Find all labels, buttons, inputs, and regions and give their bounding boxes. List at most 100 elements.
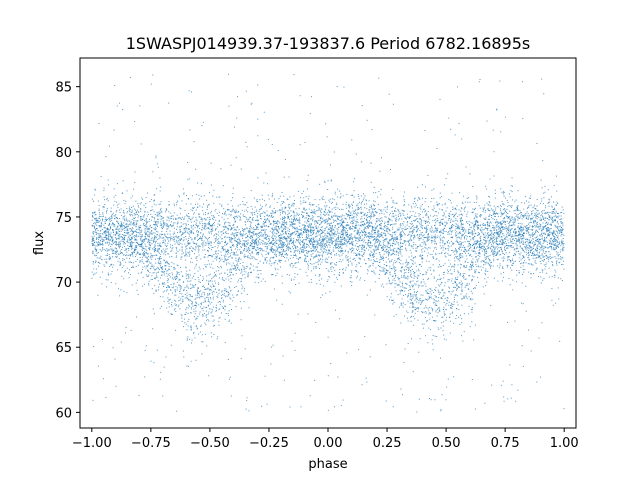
scatter-point <box>147 192 149 194</box>
scatter-point <box>414 318 416 320</box>
scatter-point <box>354 236 355 238</box>
scatter-point <box>238 257 240 259</box>
scatter-point <box>429 318 431 320</box>
scatter-point <box>465 278 467 280</box>
scatter-point <box>501 227 503 229</box>
scatter-point <box>178 217 180 219</box>
scatter-point <box>169 233 171 235</box>
scatter-point <box>192 225 194 227</box>
scatter-point <box>317 247 319 249</box>
scatter-point <box>282 252 284 254</box>
scatter-point <box>420 255 422 257</box>
scatter-point <box>298 235 300 237</box>
scatter-point <box>542 248 544 250</box>
scatter-point <box>494 248 496 250</box>
scatter-point <box>279 241 281 243</box>
scatter-point <box>511 217 513 219</box>
scatter-point <box>423 220 425 222</box>
scatter-point <box>265 219 267 221</box>
scatter-point <box>274 253 276 255</box>
scatter-point <box>502 243 504 245</box>
scatter-point <box>180 302 182 304</box>
scatter-point <box>350 237 352 239</box>
scatter-point <box>499 230 501 232</box>
scatter-point <box>139 246 141 248</box>
scatter-point <box>98 242 100 244</box>
scatter-point <box>530 254 532 256</box>
scatter-point <box>447 269 449 271</box>
scatter-point <box>367 222 369 224</box>
scatter-point <box>158 245 160 247</box>
scatter-point <box>428 327 430 329</box>
scatter-point <box>333 232 335 234</box>
scatter-point <box>209 243 211 245</box>
scatter-point <box>102 239 104 241</box>
scatter-point <box>273 249 275 251</box>
scatter-point <box>299 235 301 237</box>
scatter-point <box>359 254 361 256</box>
scatter-point <box>124 261 126 263</box>
scatter-point <box>215 240 217 242</box>
scatter-point <box>380 255 382 257</box>
scatter-point <box>334 242 336 244</box>
scatter-point <box>491 241 493 243</box>
scatter-point <box>431 339 433 341</box>
scatter-point <box>287 248 289 250</box>
scatter-point <box>392 237 394 239</box>
scatter-point <box>343 230 345 232</box>
scatter-point <box>298 232 300 234</box>
scatter-point <box>531 249 533 251</box>
scatter-point <box>534 233 536 235</box>
scatter-point <box>242 235 244 237</box>
scatter-point <box>160 201 162 203</box>
scatter-point <box>99 257 101 259</box>
scatter-point <box>548 267 550 269</box>
scatter-point <box>511 177 513 179</box>
scatter-point <box>419 214 421 216</box>
scatter-point <box>333 228 335 230</box>
scatter-point <box>333 267 335 269</box>
scatter-point <box>247 242 249 244</box>
scatter-point <box>359 258 361 260</box>
scatter-point <box>193 286 195 288</box>
scatter-point <box>298 282 300 284</box>
scatter-point <box>225 214 227 216</box>
scatter-point <box>222 213 224 215</box>
scatter-point <box>379 233 381 235</box>
scatter-point <box>538 252 540 254</box>
scatter-point <box>131 253 133 255</box>
scatter-point <box>109 249 111 251</box>
scatter-point <box>151 265 153 267</box>
scatter-point <box>218 240 220 242</box>
scatter-point <box>528 234 530 236</box>
scatter-point <box>379 217 381 219</box>
scatter-point <box>92 243 94 245</box>
scatter-point <box>421 219 423 221</box>
scatter-point <box>170 235 172 237</box>
scatter-point <box>217 253 219 255</box>
scatter-point <box>391 234 393 236</box>
scatter-point <box>469 229 471 231</box>
scatter-point <box>163 223 165 225</box>
scatter-point <box>456 278 458 280</box>
scatter-point <box>459 253 461 255</box>
scatter-point <box>215 237 217 239</box>
scatter-point <box>266 210 268 212</box>
scatter-point <box>544 239 546 241</box>
scatter-point <box>411 298 413 300</box>
scatter-point <box>162 225 164 227</box>
scatter-point <box>216 239 218 241</box>
scatter-point <box>407 221 409 223</box>
scatter-point <box>219 300 221 302</box>
scatter-point <box>359 251 361 253</box>
scatter-point <box>305 257 307 259</box>
scatter-point <box>459 243 461 245</box>
scatter-point <box>412 286 414 288</box>
scatter-point <box>539 235 541 237</box>
scatter-point <box>515 247 517 249</box>
scatter-point <box>396 219 398 221</box>
scatter-point <box>171 272 173 274</box>
scatter-point <box>210 242 212 244</box>
scatter-point <box>132 195 134 197</box>
scatter-point <box>131 248 133 250</box>
